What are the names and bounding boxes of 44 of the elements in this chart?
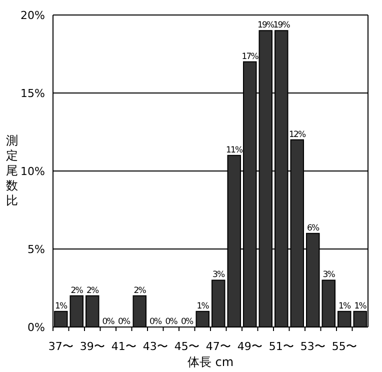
x-tick-label: 49〜 (237, 340, 262, 353)
y-tick-label: 15% (20, 87, 45, 100)
y-tick-label: 0% (28, 321, 45, 334)
data-label: 0% (181, 317, 194, 327)
y-tick-label: 20% (20, 9, 45, 22)
x-tick-label: 47〜 (206, 340, 231, 353)
data-label: 19% (258, 20, 275, 31)
x-tick-label: 37〜 (48, 340, 74, 353)
x-axis-title: 体長 cm (187, 355, 234, 369)
x-tick-label: 51〜 (268, 340, 294, 353)
y-tick-label: 5% (28, 243, 45, 256)
y-axis-title: 測定尾数比 (6, 134, 18, 208)
x-tick-label: 43〜 (142, 340, 168, 353)
data-label: 3% (322, 270, 336, 280)
data-label: 2% (86, 286, 100, 296)
x-tick-label: 39〜 (80, 340, 105, 353)
x-tick-label: 53〜 (300, 340, 326, 353)
data-label: 0% (102, 317, 115, 327)
data-label: 0% (150, 317, 162, 327)
y-tick-label: 10% (20, 165, 45, 178)
data-label: 1% (354, 301, 367, 312)
x-tick-label: 41〜 (111, 340, 136, 353)
data-label: 0% (118, 317, 131, 327)
data-label: 3% (212, 270, 226, 280)
data-label: 1% (55, 301, 68, 312)
data-label: 6% (307, 223, 320, 234)
bar (212, 280, 226, 328)
data-label: 11% (226, 145, 244, 156)
data-label: 1% (196, 301, 210, 312)
bar (86, 295, 100, 328)
bar (196, 310, 210, 328)
data-label: 2% (134, 286, 146, 296)
bar (132, 295, 146, 328)
data-label: 19% (273, 20, 290, 31)
x-tick-label: 55〜 (332, 340, 357, 353)
data-label: 17% (242, 52, 259, 62)
data-label: 2% (70, 286, 84, 296)
bar (338, 310, 352, 328)
x-tick-label: 45〜 (174, 340, 200, 353)
data-label: 0% (165, 317, 178, 327)
bar (70, 295, 84, 328)
data-label: 12% (289, 130, 306, 140)
data-label: 1% (338, 301, 352, 312)
bar (322, 280, 336, 328)
